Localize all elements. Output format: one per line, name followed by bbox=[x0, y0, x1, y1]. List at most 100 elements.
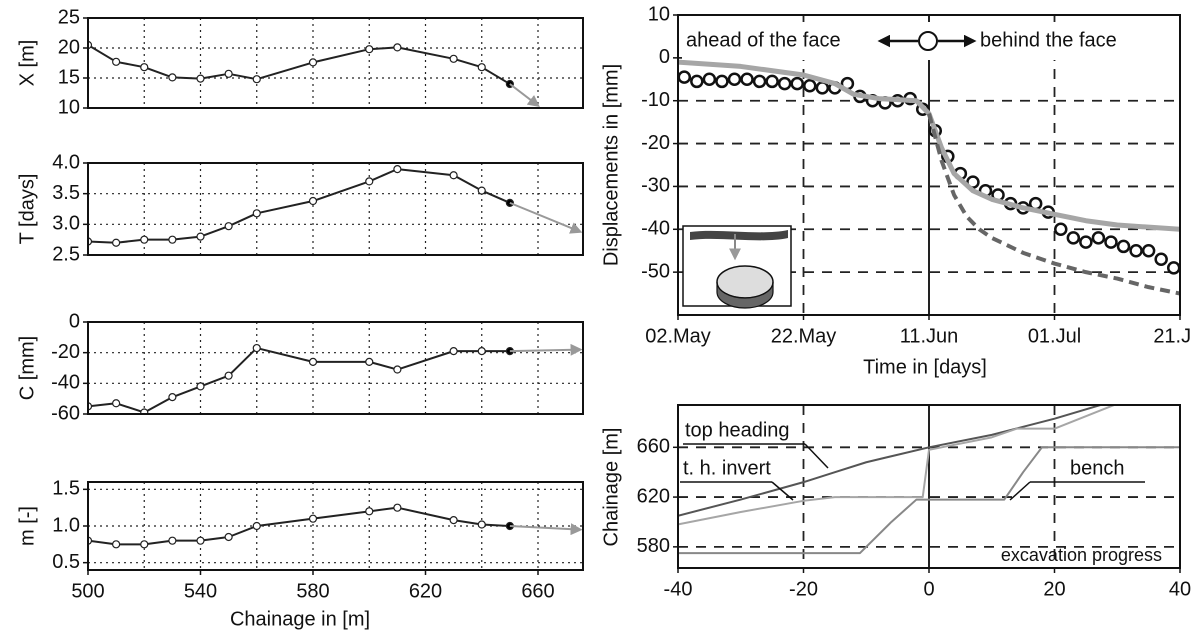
data-point bbox=[449, 347, 458, 356]
plot-frame bbox=[677, 404, 1181, 569]
y-axis-label: T [days] bbox=[16, 174, 38, 245]
plot-area bbox=[88, 482, 583, 570]
x-tick-label: 20 bbox=[1043, 578, 1065, 600]
data-point bbox=[112, 57, 121, 66]
data-point bbox=[715, 74, 729, 89]
y-axis-label: C [mm] bbox=[16, 336, 38, 400]
plot-frame bbox=[87, 481, 584, 571]
y-tick-label: -40 bbox=[51, 372, 80, 394]
y-tick-label: 0.5 bbox=[52, 551, 80, 573]
series-line bbox=[678, 446, 1180, 555]
y-tick-label: -10 bbox=[641, 89, 670, 111]
y-axis-label: X [m] bbox=[16, 40, 38, 87]
data-point bbox=[252, 521, 261, 531]
data-point bbox=[196, 74, 205, 83]
x-tick-label: 11.Jun bbox=[900, 325, 959, 347]
data-point bbox=[477, 63, 486, 72]
y-tick-label: -20 bbox=[51, 341, 80, 363]
data-point bbox=[168, 393, 177, 402]
data-point bbox=[1166, 261, 1180, 275]
annotation: bench bbox=[1070, 457, 1125, 479]
annotation: behind the face bbox=[980, 29, 1117, 51]
data-point bbox=[790, 76, 804, 91]
data-point bbox=[365, 507, 374, 516]
leader bbox=[1009, 481, 1031, 501]
y-tick-label: 10 bbox=[58, 96, 80, 118]
data-point bbox=[1054, 222, 1068, 237]
data-point bbox=[308, 357, 318, 366]
data-point bbox=[1116, 239, 1131, 254]
data-point bbox=[393, 365, 402, 374]
data-point bbox=[477, 347, 486, 356]
leader bbox=[771, 481, 794, 501]
data-point bbox=[1079, 235, 1093, 249]
data-point bbox=[449, 171, 458, 180]
y-tick-label: -60 bbox=[51, 402, 80, 424]
y-tick-label: 580 bbox=[637, 535, 670, 557]
y-tick-label: -30 bbox=[641, 175, 670, 197]
x-tick-label: 500 bbox=[71, 580, 104, 602]
inset-face bbox=[716, 281, 774, 309]
data-point bbox=[168, 235, 177, 244]
data-point bbox=[112, 238, 121, 247]
leader bbox=[804, 443, 829, 469]
x-tick-label: 22.May bbox=[771, 325, 837, 347]
series-line bbox=[88, 168, 511, 244]
data-point bbox=[678, 70, 692, 84]
y-tick-label: 15 bbox=[58, 66, 80, 88]
data-point bbox=[196, 382, 205, 391]
data-point bbox=[1066, 231, 1081, 245]
series-line bbox=[678, 405, 1105, 517]
data-point bbox=[365, 357, 374, 366]
x-tick-label: 02.May bbox=[645, 325, 711, 347]
data-point bbox=[1129, 243, 1143, 258]
data-point bbox=[224, 371, 233, 380]
y-tick-label: 0 bbox=[659, 46, 670, 68]
data-point bbox=[365, 177, 374, 186]
data-point bbox=[196, 536, 205, 545]
plot-frame bbox=[87, 17, 584, 109]
y-tick-label: -40 bbox=[641, 218, 670, 240]
data-point bbox=[393, 165, 402, 174]
data-point bbox=[1154, 252, 1168, 267]
data-point bbox=[140, 408, 149, 414]
x-tick-label: 540 bbox=[184, 580, 217, 602]
data-point bbox=[112, 540, 121, 549]
data-point bbox=[252, 209, 261, 218]
data-point bbox=[224, 222, 233, 231]
plot-area bbox=[88, 18, 583, 108]
data-point bbox=[1141, 243, 1156, 258]
y-tick-label: 20 bbox=[58, 36, 80, 58]
data-point bbox=[365, 45, 374, 54]
data-point bbox=[815, 81, 830, 95]
annotation: top heading bbox=[685, 419, 790, 441]
series-line bbox=[678, 405, 1117, 526]
y-tick-label: 10 bbox=[648, 3, 670, 25]
data-point bbox=[196, 232, 205, 241]
data-point bbox=[449, 516, 458, 525]
data-point bbox=[702, 72, 717, 87]
y-axis-label: Chainage [m] bbox=[600, 428, 622, 547]
data-point bbox=[393, 43, 402, 52]
y-tick-label: 660 bbox=[637, 436, 670, 458]
extrapolation-arrow bbox=[509, 343, 583, 356]
y-axis-label: m [-] bbox=[16, 506, 38, 546]
data-point bbox=[140, 540, 149, 549]
data-point bbox=[477, 520, 486, 529]
y-tick-label: 3.0 bbox=[52, 213, 80, 235]
x-tick-label: -20 bbox=[789, 578, 818, 600]
plot-area bbox=[88, 163, 583, 255]
data-point bbox=[168, 536, 177, 545]
series-line bbox=[678, 59, 1180, 232]
extrapolation-arrow bbox=[509, 523, 583, 536]
y-tick-label: 1.5 bbox=[52, 478, 80, 500]
data-point bbox=[224, 69, 233, 78]
data-point bbox=[777, 76, 792, 91]
data-point bbox=[168, 73, 177, 82]
plot-frame bbox=[87, 162, 584, 256]
data-point bbox=[449, 54, 458, 63]
series-line bbox=[88, 347, 510, 414]
y-tick-label: 25 bbox=[58, 6, 80, 28]
face-symbol bbox=[918, 31, 938, 51]
